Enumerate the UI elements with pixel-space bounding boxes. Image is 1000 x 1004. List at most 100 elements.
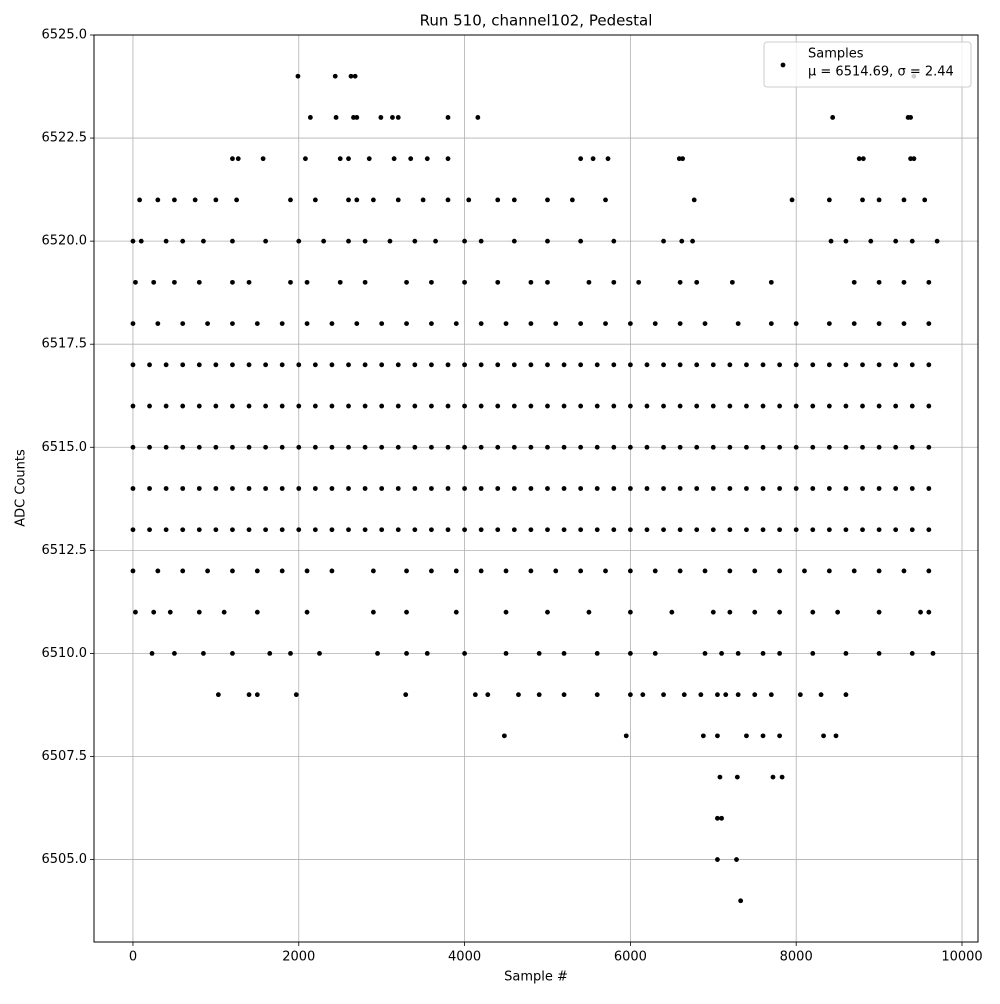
data-point <box>133 279 138 285</box>
data-point <box>230 444 235 450</box>
data-point <box>366 156 372 162</box>
data-point <box>246 692 252 698</box>
legend-swatch <box>780 62 786 68</box>
data-point <box>180 238 186 244</box>
data-point <box>412 403 418 409</box>
data-point <box>860 403 865 409</box>
data-point <box>429 403 434 409</box>
data-point <box>346 197 351 203</box>
data-point <box>172 651 177 656</box>
x-tick-label: 8000 <box>780 950 813 965</box>
data-point <box>843 238 849 244</box>
data-point <box>843 444 849 450</box>
data-point <box>702 321 708 326</box>
data-point <box>893 403 899 409</box>
data-point <box>893 238 899 244</box>
data-point <box>719 815 724 821</box>
data-point <box>495 486 501 491</box>
data-point <box>478 486 484 491</box>
data-point <box>926 279 932 285</box>
data-point <box>279 568 285 574</box>
y-tick-label: 6505.0 <box>42 852 88 867</box>
data-point <box>180 362 186 368</box>
data-point <box>627 692 633 698</box>
data-point <box>876 197 882 203</box>
data-point <box>296 238 302 244</box>
data-point <box>478 568 484 574</box>
data-point <box>429 527 434 533</box>
data-point <box>627 362 633 368</box>
data-point <box>578 568 584 574</box>
data-point <box>196 403 202 409</box>
data-point <box>694 444 700 450</box>
data-point <box>553 321 559 326</box>
data-point <box>561 444 567 450</box>
data-point <box>346 362 351 368</box>
data-point <box>715 857 720 862</box>
data-point <box>623 733 629 739</box>
data-point <box>230 279 235 285</box>
data-point <box>594 362 600 368</box>
data-point <box>303 156 308 162</box>
data-point <box>715 815 720 821</box>
data-point <box>793 321 799 326</box>
data-point <box>375 651 380 656</box>
data-point <box>691 197 697 203</box>
data-point <box>172 197 177 203</box>
data-point <box>876 527 882 533</box>
data-point <box>734 774 740 780</box>
data-point <box>379 362 385 368</box>
data-point <box>694 403 700 409</box>
data-point <box>644 486 650 491</box>
data-point <box>729 279 735 285</box>
data-point <box>155 321 161 326</box>
data-point <box>362 444 368 450</box>
data-point <box>378 115 384 120</box>
data-point <box>348 73 354 79</box>
data-point <box>151 279 157 285</box>
data-point <box>735 651 741 656</box>
data-point <box>793 403 799 409</box>
data-point <box>578 486 584 491</box>
data-point <box>911 156 917 162</box>
data-point <box>429 444 434 450</box>
data-point <box>462 279 467 285</box>
data-point <box>180 403 186 409</box>
data-point <box>403 692 409 698</box>
data-point <box>918 609 923 615</box>
data-point <box>279 403 285 409</box>
data-point <box>821 733 826 739</box>
data-point <box>511 486 517 491</box>
data-point <box>810 403 816 409</box>
data-point <box>495 403 501 409</box>
data-point <box>293 692 299 698</box>
data-point <box>738 898 744 904</box>
data-point <box>445 156 451 162</box>
data-point <box>296 527 302 533</box>
data-point <box>744 362 749 368</box>
data-point <box>578 321 584 326</box>
data-point <box>744 444 749 450</box>
data-point <box>246 486 252 491</box>
data-point <box>254 568 260 574</box>
data-point <box>230 527 235 533</box>
data-point <box>387 238 393 244</box>
data-point <box>661 486 666 491</box>
data-point <box>702 568 708 574</box>
data-point <box>640 692 646 698</box>
data-point <box>147 403 152 409</box>
data-point <box>213 403 219 409</box>
data-point <box>627 444 633 450</box>
data-point <box>893 527 899 533</box>
data-point <box>332 73 338 79</box>
data-point <box>710 444 716 450</box>
data-point <box>138 238 144 244</box>
data-point <box>768 321 774 326</box>
data-point <box>661 403 666 409</box>
data-point <box>329 444 335 450</box>
chart-title: Run 510, channel102, Pedestal <box>420 12 653 30</box>
data-point <box>321 238 327 244</box>
data-point <box>586 609 592 615</box>
data-point <box>926 609 932 615</box>
